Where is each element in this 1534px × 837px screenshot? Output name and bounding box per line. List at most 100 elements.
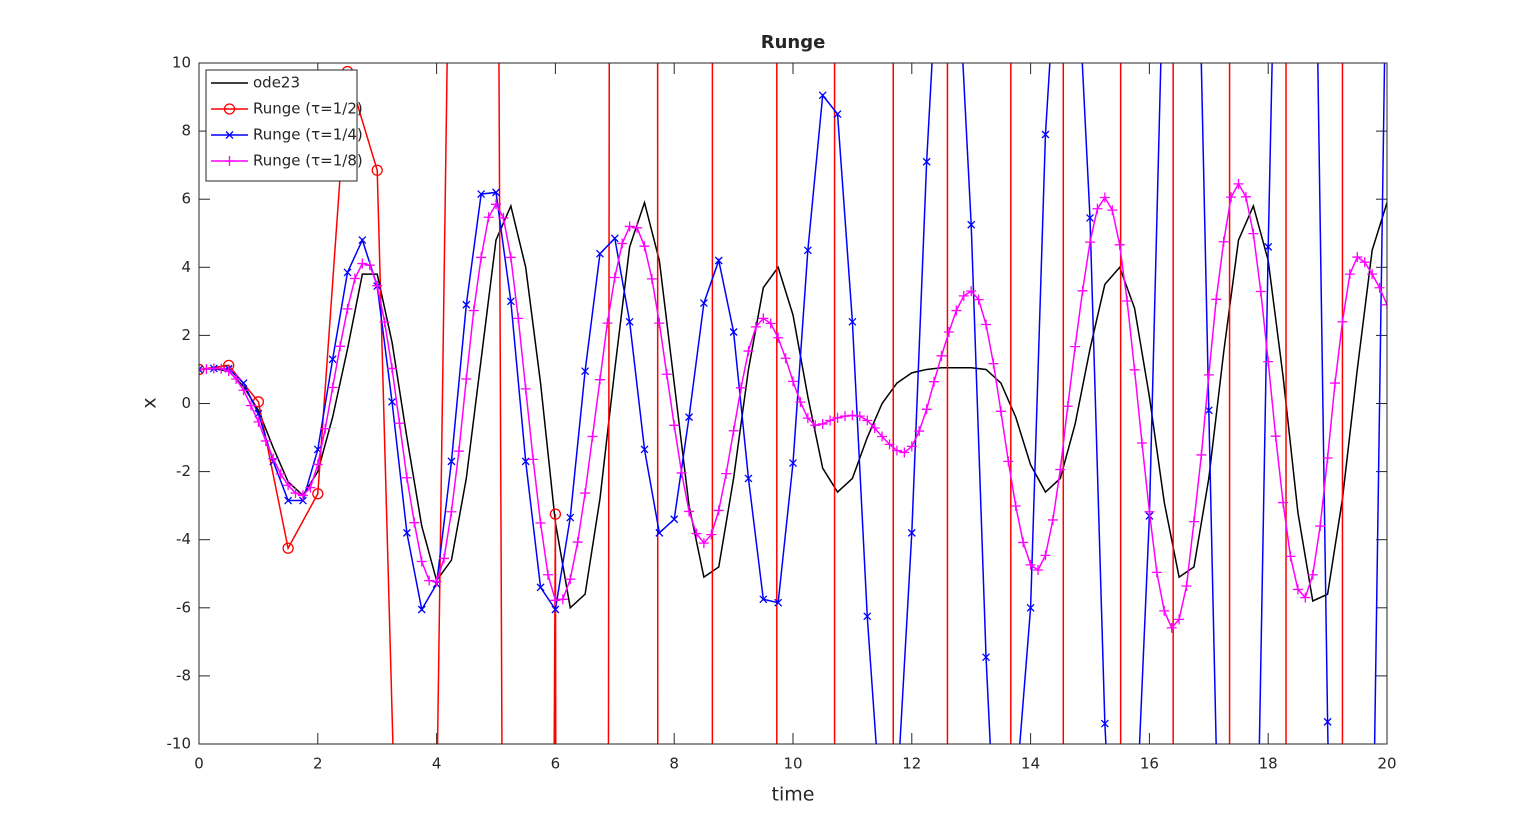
- marker-plus: [379, 317, 390, 328]
- marker-x: [848, 317, 857, 326]
- marker-plus: [862, 415, 873, 426]
- marker-plus: [877, 431, 888, 442]
- y-tick-label: 0: [181, 394, 191, 412]
- marker-plus: [1367, 269, 1378, 280]
- marker-plus: [780, 353, 791, 364]
- y-tick-label: -8: [176, 666, 191, 684]
- marker-x: [1100, 719, 1109, 728]
- legend-marker-plus: [224, 156, 235, 166]
- marker-x: [699, 299, 708, 308]
- marker-plus: [743, 346, 754, 357]
- legend-marker: [224, 156, 235, 166]
- marker-plus: [966, 286, 977, 297]
- marker-plus: [988, 358, 999, 369]
- marker-plus: [1062, 401, 1073, 412]
- marker-x: [1086, 213, 1094, 222]
- marker-x: [566, 513, 575, 522]
- marker-plus: [275, 468, 286, 479]
- marker-plus: [646, 273, 657, 284]
- x-tick-label: 0: [194, 755, 204, 773]
- marker-plus: [394, 418, 405, 429]
- marker-plus: [468, 305, 479, 316]
- marker-plus: [832, 412, 843, 423]
- marker-x: [655, 528, 664, 537]
- marker-plus: [491, 199, 501, 210]
- marker-plus: [1278, 497, 1289, 508]
- y-tick-label: -6: [176, 598, 191, 616]
- marker-plus: [802, 413, 813, 424]
- marker-group: [199, 178, 1387, 633]
- marker-plus: [520, 383, 531, 394]
- marker-plus: [357, 258, 368, 269]
- x-tick-label: 12: [902, 755, 921, 773]
- marker-plus: [1374, 282, 1385, 293]
- marker-plus: [260, 435, 271, 446]
- marker-plus: [1218, 236, 1229, 247]
- marker-plus: [594, 374, 605, 385]
- marker-plus: [765, 318, 776, 329]
- legend-label: Runge (τ=1/8): [253, 152, 363, 170]
- marker-plus: [1382, 299, 1387, 310]
- marker-plus: [728, 425, 739, 436]
- marker-circle: [371, 164, 383, 176]
- marker-circle: [549, 508, 562, 520]
- marker-plus: [914, 426, 925, 437]
- marker-x: [521, 457, 530, 466]
- marker-x: [536, 583, 545, 592]
- marker-plus: [416, 556, 427, 567]
- marker-plus: [1292, 584, 1303, 595]
- marker-plus: [446, 506, 457, 517]
- marker-x: [744, 474, 753, 483]
- marker-plus: [1270, 431, 1281, 442]
- marker-plus: [439, 553, 450, 564]
- marker-x: [358, 236, 367, 245]
- marker-x: [1041, 130, 1050, 139]
- marker-plus: [1337, 316, 1348, 327]
- marker-plus: [364, 260, 375, 271]
- marker-plus: [335, 341, 346, 352]
- marker-x: [640, 445, 649, 454]
- marker-x: [284, 496, 293, 505]
- marker-plus: [958, 290, 969, 301]
- marker-plus: [349, 273, 360, 284]
- marker-plus: [1255, 286, 1266, 297]
- marker-plus: [788, 376, 798, 387]
- marker-plus: [1136, 437, 1147, 448]
- marker-plus: [535, 518, 546, 529]
- marker-plus: [557, 594, 568, 605]
- marker-plus: [231, 373, 242, 384]
- marker-x: [922, 157, 931, 166]
- marker-plus: [320, 423, 331, 434]
- marker-plus: [1025, 559, 1036, 570]
- marker-plus: [1330, 378, 1341, 389]
- marker-plus: [1018, 537, 1029, 548]
- marker-plus: [498, 212, 509, 223]
- legend-marker-circle: [223, 103, 236, 115]
- marker-plus: [1315, 521, 1326, 532]
- marker-plus: [431, 576, 442, 587]
- marker-plus: [238, 385, 249, 396]
- marker-plus: [929, 376, 940, 387]
- marker-plus: [1285, 551, 1296, 562]
- marker-plus: [305, 482, 316, 493]
- marker-plus: [721, 468, 732, 479]
- marker-x: [803, 246, 812, 255]
- marker-plus: [587, 431, 598, 442]
- marker-plus: [1122, 296, 1133, 307]
- axes-box: [198, 62, 1388, 745]
- marker-plus: [654, 318, 665, 329]
- marker-plus: [513, 313, 524, 324]
- marker-x: [863, 612, 872, 621]
- marker-plus: [810, 420, 821, 431]
- marker-plus: [216, 363, 227, 374]
- marker-plus: [1151, 567, 1162, 578]
- marker-plus: [1233, 178, 1244, 189]
- marker-plus: [1300, 592, 1311, 603]
- marker-plus: [1129, 364, 1140, 375]
- marker-plus: [1144, 506, 1155, 517]
- marker-plus: [1344, 269, 1355, 280]
- marker-plus: [847, 410, 858, 421]
- series-line: [198, 62, 1344, 745]
- marker-plus: [580, 488, 591, 499]
- marker-plus: [245, 400, 256, 411]
